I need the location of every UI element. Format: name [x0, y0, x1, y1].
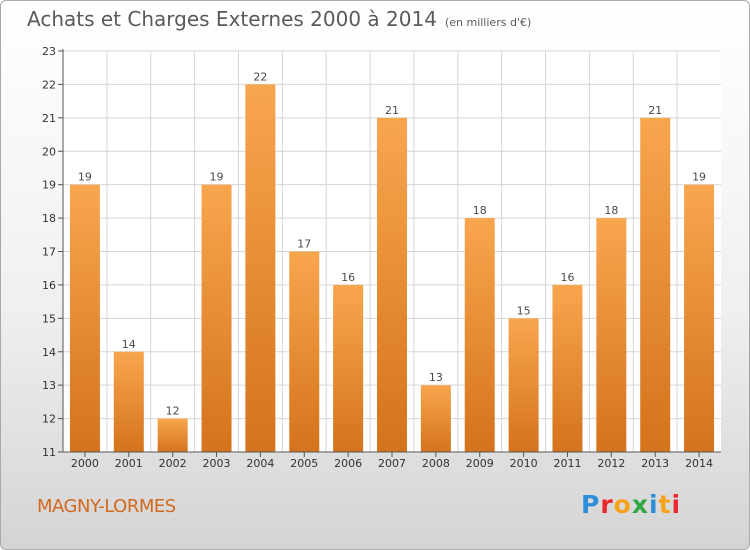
logo-letter: t	[658, 490, 672, 519]
y-tick-label: 18	[42, 212, 56, 225]
logo-letter: P	[581, 490, 601, 519]
x-tick-label: 2001	[115, 457, 143, 470]
logo-letter: r	[600, 490, 614, 519]
x-tick-label: 2009	[466, 457, 494, 470]
x-tick-label: 2002	[159, 457, 187, 470]
x-tick-label: 2007	[378, 457, 406, 470]
logo-letter: o	[613, 490, 632, 519]
x-tick-label: 2005	[290, 457, 318, 470]
y-tick-label: 16	[42, 279, 56, 292]
bar-value-label: 21	[648, 104, 662, 117]
bar-value-label: 16	[341, 271, 355, 284]
y-tick-label: 15	[42, 312, 56, 325]
logo-letter: i	[671, 490, 682, 519]
y-tick-label: 14	[42, 346, 56, 359]
bar-value-label: 13	[429, 371, 443, 384]
x-tick-label: 2004	[246, 457, 274, 470]
bar	[333, 284, 364, 452]
bar-value-label: 22	[253, 70, 267, 83]
bar-value-label: 18	[473, 204, 487, 217]
commune-name: MAGNY-LORMES	[37, 496, 176, 517]
x-tick-label: 2012	[597, 457, 625, 470]
bar-value-label: 19	[692, 171, 706, 184]
bar-value-label: 18	[604, 204, 618, 217]
logo-letter: i	[649, 490, 659, 519]
x-tick-label: 2010	[510, 457, 538, 470]
bar-value-label: 19	[78, 171, 92, 184]
y-tick-label: 11	[42, 446, 56, 459]
bar	[420, 385, 451, 452]
bar	[684, 184, 715, 452]
proxiti-logo[interactable]: Proxiti	[581, 490, 681, 519]
y-tick-label: 12	[42, 413, 56, 426]
y-tick-label: 21	[42, 112, 56, 125]
bar	[508, 318, 539, 452]
x-tick-label: 2014	[685, 457, 713, 470]
x-tick-label: 2000	[71, 457, 99, 470]
bar	[201, 184, 232, 452]
bar	[552, 284, 583, 452]
bar-value-label: 12	[166, 405, 180, 418]
bar	[245, 84, 276, 453]
chart-subtitle: (en milliers d'€)	[444, 16, 532, 29]
x-tick-label: 2013	[641, 457, 669, 470]
chart-title-text: Achats et Charges Externes 2000 à 2014	[27, 7, 437, 31]
x-tick-label: 2008	[422, 457, 450, 470]
bar	[289, 251, 320, 452]
logo-letter: x	[631, 490, 649, 519]
x-tick-label: 2006	[334, 457, 362, 470]
bar	[157, 418, 188, 452]
bar	[69, 184, 100, 452]
bar	[640, 117, 671, 452]
y-tick-label: 23	[42, 45, 56, 58]
bar	[113, 351, 144, 452]
bar-value-label: 21	[385, 104, 399, 117]
y-tick-label: 20	[42, 145, 56, 158]
chart-title: Achats et Charges Externes 2000 à 2014 (e…	[27, 7, 531, 31]
y-tick-label: 13	[42, 379, 56, 392]
bar-value-label: 19	[210, 171, 224, 184]
bar	[464, 218, 495, 452]
y-tick-label: 22	[42, 78, 56, 91]
x-tick-label: 2003	[203, 457, 231, 470]
bar	[377, 117, 407, 452]
y-tick-label: 17	[42, 246, 56, 259]
bar-value-label: 17	[297, 238, 311, 251]
bar	[596, 218, 627, 452]
bar-value-label: 15	[517, 304, 531, 317]
bar-value-label: 14	[122, 338, 136, 351]
bar-value-label: 16	[560, 271, 574, 284]
y-tick-label: 19	[42, 179, 56, 192]
x-tick-label: 2011	[553, 457, 581, 470]
